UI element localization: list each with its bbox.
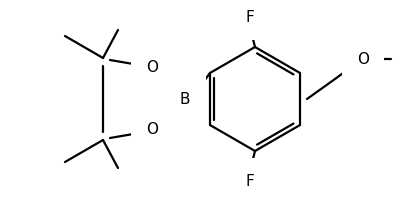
Text: F: F xyxy=(246,10,255,24)
Text: O: O xyxy=(146,60,158,75)
Text: O: O xyxy=(357,52,369,66)
Text: B: B xyxy=(180,92,190,106)
Text: O: O xyxy=(146,123,158,138)
Text: F: F xyxy=(246,174,255,188)
